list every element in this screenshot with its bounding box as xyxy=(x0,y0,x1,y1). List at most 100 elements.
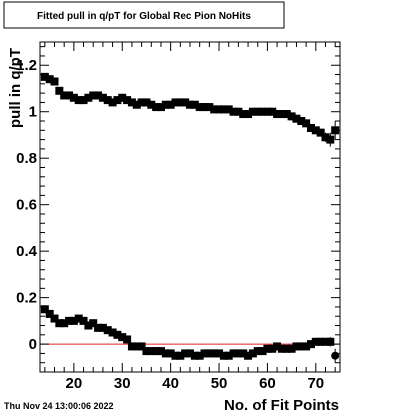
data-point xyxy=(45,309,54,318)
data-point xyxy=(55,319,64,328)
data-point xyxy=(258,107,267,116)
data-point xyxy=(331,351,340,360)
data-point xyxy=(311,126,320,135)
data-point xyxy=(331,126,340,135)
data-point xyxy=(186,100,194,109)
data-point xyxy=(98,323,107,332)
data-point xyxy=(74,96,83,105)
data-point xyxy=(195,351,204,360)
data-point xyxy=(137,98,146,107)
data-points xyxy=(40,72,340,363)
y-tick-label: 0 xyxy=(29,336,37,353)
x-tick-label: 30 xyxy=(114,375,131,392)
data-point xyxy=(98,93,107,102)
data-point xyxy=(79,96,88,105)
x-axis-ticks xyxy=(44,42,336,372)
data-point xyxy=(239,349,248,358)
data-point xyxy=(321,133,330,142)
data-point xyxy=(273,342,282,351)
data-point xyxy=(156,347,165,356)
data-point xyxy=(205,103,214,112)
y-axis-title: pull in q/pT xyxy=(7,48,24,128)
data-point xyxy=(118,93,127,102)
data-point xyxy=(326,135,335,144)
data-point xyxy=(45,75,54,84)
title-box xyxy=(3,1,285,29)
x-tick-label: 20 xyxy=(66,375,83,392)
timestamp: Thu Nov 24 13:00:06 2022 xyxy=(4,401,114,411)
data-point xyxy=(282,110,291,119)
data-point xyxy=(156,103,165,112)
data-point xyxy=(103,96,112,105)
y-tick-label: 0.6 xyxy=(16,197,37,214)
data-point xyxy=(205,349,214,358)
data-point xyxy=(69,316,78,325)
data-point xyxy=(113,330,122,339)
data-point xyxy=(210,105,219,114)
data-point xyxy=(40,305,49,314)
y-axis-tick-labels: 0 0.2 0.4 0.6 0.8 1 1.2 xyxy=(16,57,38,353)
data-point xyxy=(60,319,69,328)
data-point xyxy=(147,347,156,356)
data-point xyxy=(292,114,301,123)
data-point xyxy=(79,316,88,325)
data-point xyxy=(94,323,103,332)
data-point xyxy=(248,349,257,358)
data-point xyxy=(277,110,286,119)
data-point xyxy=(161,100,170,109)
data-point xyxy=(234,107,243,116)
data-point xyxy=(50,314,59,323)
data-point xyxy=(287,344,296,353)
data-point xyxy=(176,98,185,107)
data-point xyxy=(200,349,209,358)
data-point xyxy=(229,349,238,358)
data-point xyxy=(186,349,194,358)
x-axis-tick-labels: 20 30 40 50 60 70 xyxy=(66,375,325,392)
data-point xyxy=(200,103,209,112)
data-point xyxy=(137,342,146,351)
data-point xyxy=(132,342,141,351)
data-point xyxy=(181,98,190,107)
data-point xyxy=(321,337,330,346)
chart-title: Fitted pull in q/pT for Global Rec Pion … xyxy=(37,11,251,22)
x-tick-label: 70 xyxy=(307,375,324,392)
data-point xyxy=(84,93,93,102)
data-point xyxy=(89,319,98,328)
y-tick-label: 0.2 xyxy=(16,290,37,307)
data-point xyxy=(123,96,132,105)
data-point xyxy=(248,107,257,116)
data-point xyxy=(152,103,161,112)
data-point xyxy=(69,93,78,102)
data-point xyxy=(195,103,204,112)
data-point xyxy=(311,337,320,346)
data-point xyxy=(65,316,74,325)
data-point xyxy=(176,351,185,360)
data-point xyxy=(89,91,98,100)
data-point xyxy=(152,347,161,356)
data-point xyxy=(297,342,306,351)
data-point xyxy=(306,123,315,132)
data-point xyxy=(166,100,175,109)
data-point xyxy=(210,349,219,358)
data-point xyxy=(263,344,272,353)
data-point xyxy=(253,347,262,356)
data-point xyxy=(302,119,311,128)
data-point xyxy=(244,351,253,360)
data-point xyxy=(166,349,175,358)
data-point xyxy=(142,98,151,107)
x-tick-label: 60 xyxy=(259,375,276,392)
data-point xyxy=(306,340,315,349)
data-point xyxy=(287,112,296,121)
data-point xyxy=(74,314,83,323)
data-point xyxy=(224,351,233,360)
data-point xyxy=(268,344,277,353)
data-point xyxy=(219,351,228,360)
data-point xyxy=(108,328,117,337)
data-point xyxy=(181,349,190,358)
data-point xyxy=(229,107,238,116)
data-point xyxy=(244,110,253,119)
data-point xyxy=(127,98,136,107)
data-point xyxy=(118,333,127,342)
x-tick-label: 40 xyxy=(162,375,179,392)
